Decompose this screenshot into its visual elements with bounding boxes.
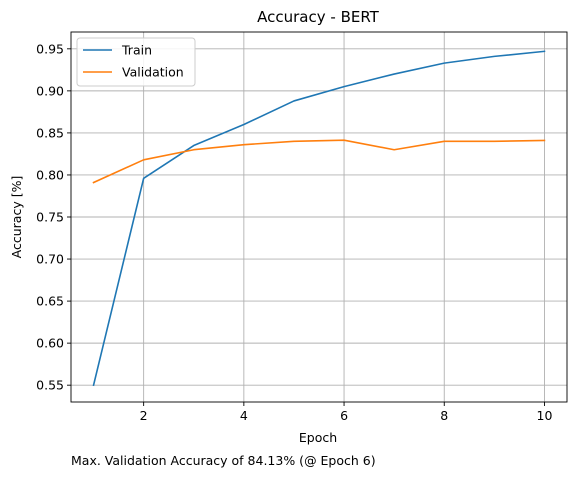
y-tick-label: 0.65	[36, 294, 64, 309]
y-tick-label: 0.85	[36, 125, 64, 140]
series-lines	[92, 50, 546, 387]
x-tick-label: 4	[240, 408, 248, 423]
x-tick-label: 8	[440, 408, 448, 423]
max-validation-annotation: Max. Validation Accuracy of 84.13% (@ Ep…	[71, 453, 376, 468]
grid	[71, 32, 567, 402]
x-axis-ticks: 2 4 6 8 10	[140, 402, 553, 423]
y-axis-ticks: 0.55 0.60 0.65 0.70 0.75 0.80 0.85 0.90 0.95	[36, 41, 71, 393]
x-axis-label: Epoch	[299, 430, 337, 445]
y-tick-label: 0.95	[36, 41, 64, 56]
legend: Train Validation	[76, 37, 196, 87]
x-tick-label: 10	[537, 408, 553, 423]
legend-label-train: Train	[121, 43, 152, 58]
y-tick-label: 0.80	[36, 167, 64, 182]
legend-label-validation: Validation	[122, 65, 184, 80]
series-line-validation	[92, 139, 546, 184]
y-tick-label: 0.60	[36, 336, 64, 351]
chart-title: Accuracy - BERT	[257, 8, 380, 26]
series-line-train	[92, 50, 546, 387]
y-tick-label: 0.55	[36, 378, 64, 393]
x-tick-label: 2	[140, 408, 148, 423]
y-axis-label: Accuracy [%]	[9, 176, 24, 259]
y-tick-label: 0.90	[36, 83, 64, 98]
x-tick-label: 6	[340, 408, 348, 423]
y-tick-label: 0.70	[36, 252, 64, 267]
y-tick-label: 0.75	[36, 210, 64, 225]
